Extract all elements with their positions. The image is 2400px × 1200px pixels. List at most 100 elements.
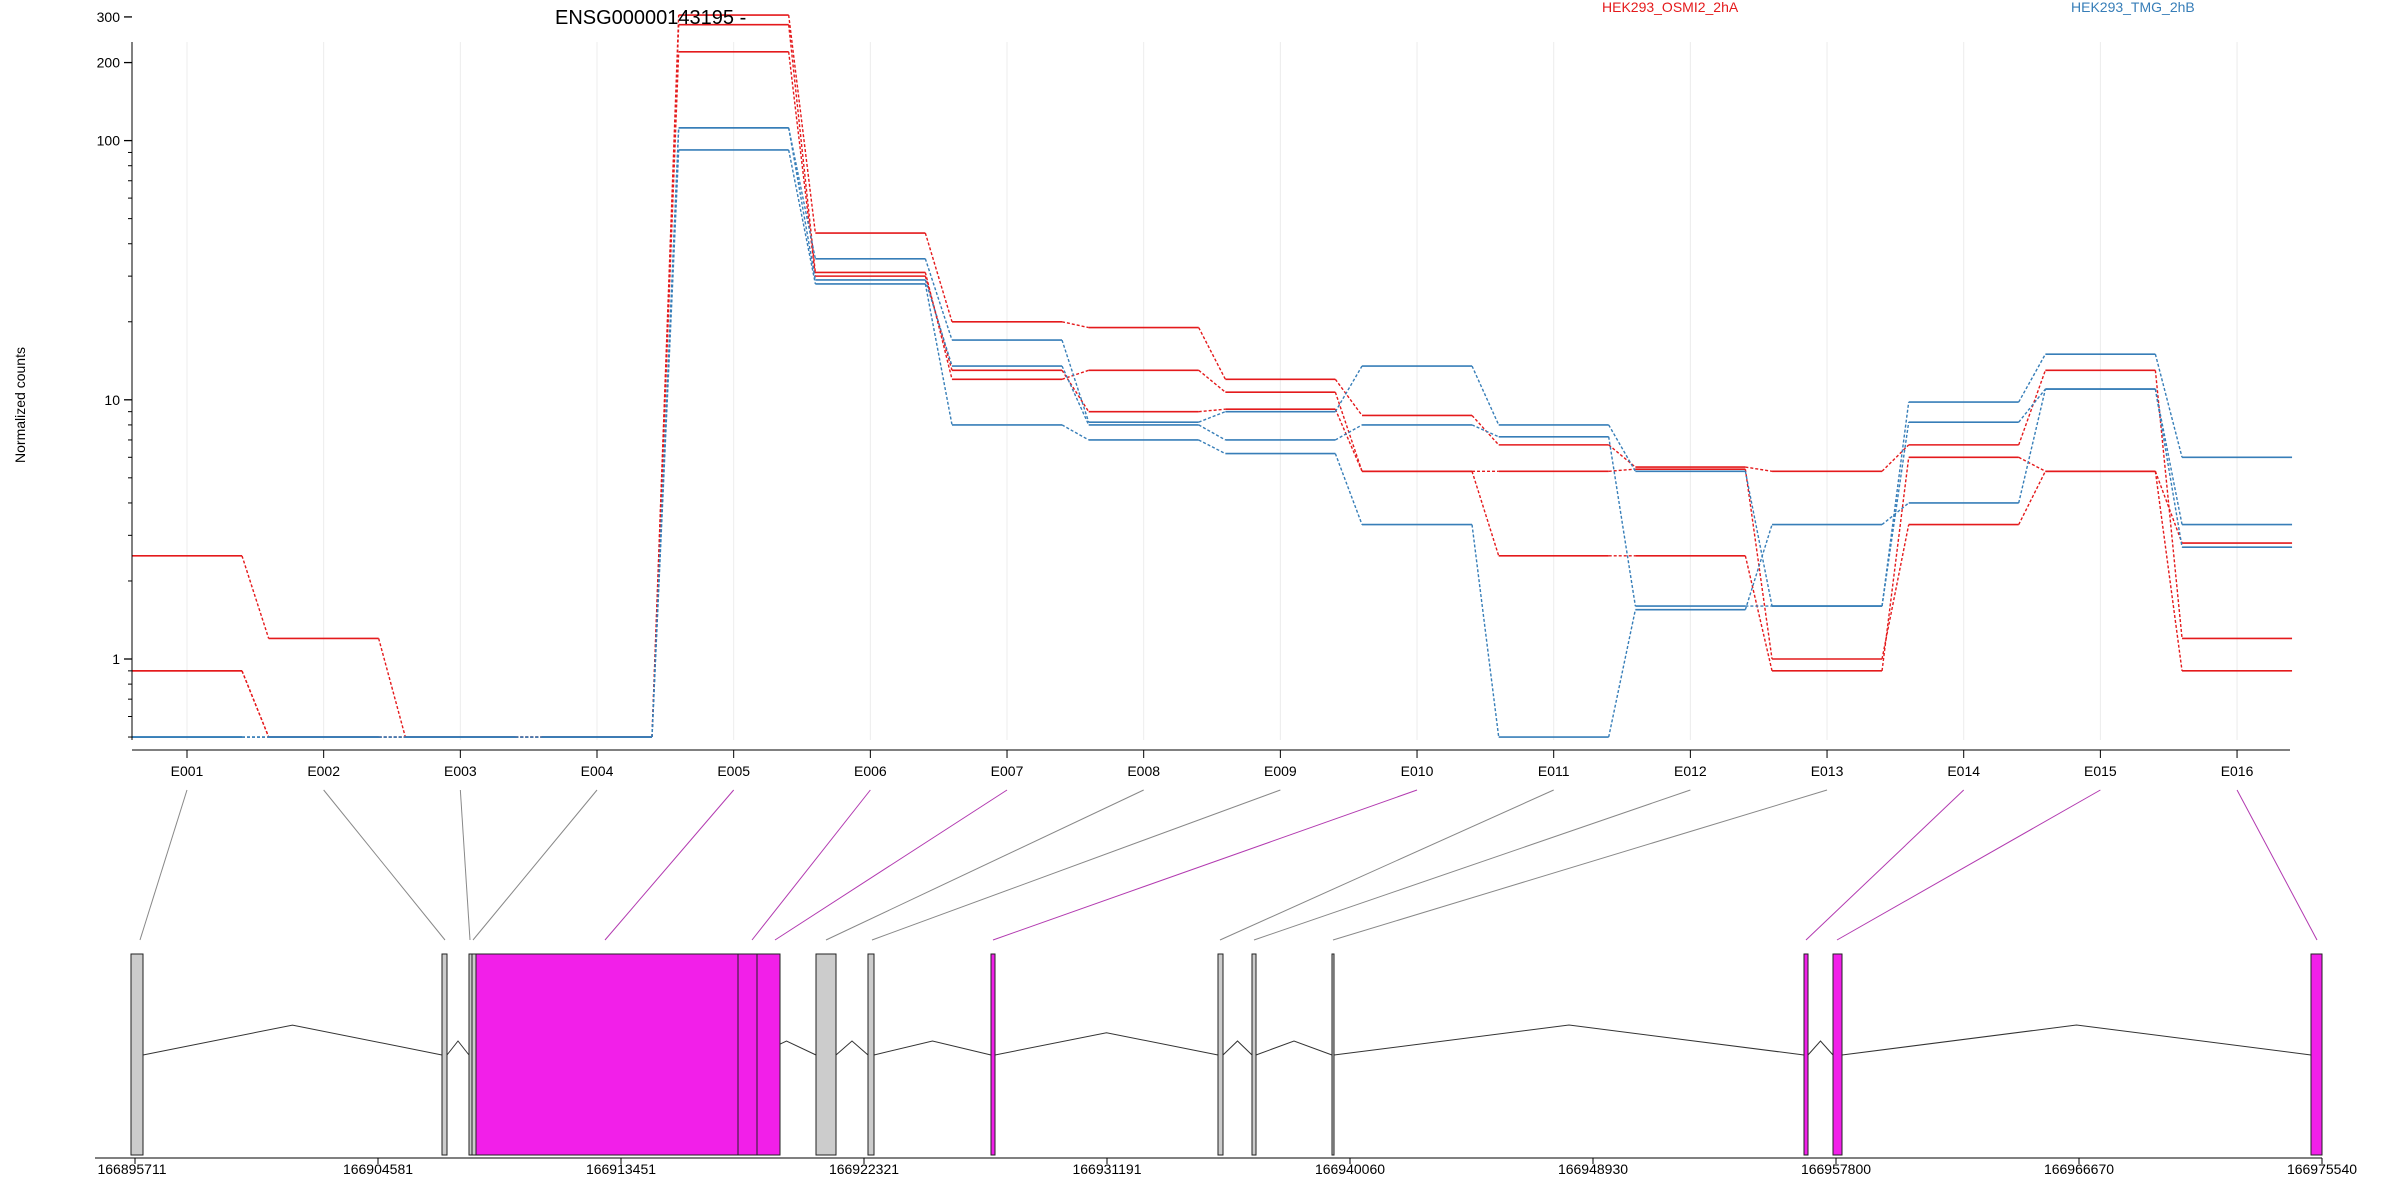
intron-11 [1841, 1024, 2312, 1056]
exon-e005 [475, 953, 739, 1156]
series-6-connector-6 [924, 283, 953, 426]
exon-e012 [1251, 953, 1257, 1156]
genomic-tick-label-6: 166940060 [1315, 1161, 1385, 1177]
connector-e013 [1332, 789, 1828, 941]
genomic-tick-label-4: 166922321 [829, 1161, 899, 1177]
connector-e009 [871, 789, 1281, 941]
x-tick-label-e009: E009 [1264, 763, 1297, 779]
series-5-connector-7 [1061, 365, 1090, 426]
x-tick-label-e002: E002 [307, 763, 340, 779]
series-lines [132, 14, 2293, 738]
series-2 [132, 23, 2293, 738]
exon-e011 [1217, 953, 1224, 1156]
series-4-connector-8 [1198, 411, 1226, 423]
x-tick-label-e007: E007 [991, 763, 1024, 779]
connector-e016 [2236, 789, 2318, 941]
series-3-connector-1 [241, 670, 270, 738]
connector-e004 [472, 789, 598, 941]
x-tick-label-e010: E010 [1401, 763, 1434, 779]
connector-e007 [774, 789, 1008, 941]
series-4-connector-11 [1608, 424, 1636, 472]
series-6-connector-9 [1334, 453, 1363, 525]
x-tick-label-e015: E015 [2084, 763, 2117, 779]
series-1 [132, 14, 2293, 738]
series-3-connector-5 [787, 51, 817, 277]
exon-e001 [130, 953, 144, 1156]
series-2-connector-14 [2018, 470, 2047, 525]
exon-e008 [815, 953, 837, 1156]
connector-e008 [825, 789, 1144, 941]
series-5-connector-11 [1608, 436, 1637, 607]
connector-e011 [1219, 789, 1554, 941]
gridlines [186, 42, 2238, 740]
intron-6 [994, 1032, 1219, 1056]
intron-10 [1807, 1040, 1834, 1056]
x-tick-label-e006: E006 [854, 763, 887, 779]
y-tick-label-300: 300 [97, 9, 121, 25]
y-tick-label-100: 100 [97, 133, 121, 149]
series-5 [132, 127, 2293, 738]
series-4-connector-10 [1471, 365, 1500, 426]
series-1-connector-2 [377, 638, 407, 738]
legend-entry-tmg: HEK293_TMG_2hB [2071, 0, 2195, 15]
series-5-connector-8 [1198, 424, 1226, 441]
connector-e015 [1836, 789, 2101, 941]
y-axis-label: Normalized counts [12, 347, 28, 463]
genomic-tick-label-1: 166895711 [97, 1161, 166, 1177]
intron-9 [1333, 1024, 1805, 1056]
series-1-connector-12 [1745, 466, 1773, 472]
series-4-connector-14 [2018, 353, 2046, 403]
series-6-connector-4 [651, 149, 680, 738]
series-5-connector-9 [1335, 424, 1363, 441]
series-2-connector-15 [2154, 471, 2183, 671]
series-4-connector-12 [1744, 471, 1773, 607]
genomic-tick-label-9: 166966670 [2044, 1161, 2114, 1177]
series-2-connector-11 [1608, 468, 1636, 472]
x-tick-label-e012: E012 [1674, 763, 1707, 779]
series-3-connector-8 [1198, 408, 1226, 413]
axes: 1 10 100 200 300 E001 E002 E003 E004 E005 E006 E007… [97, 9, 2290, 779]
genomic-tick-label-3: 166913451 [586, 1161, 656, 1177]
series-2-connector-8 [1198, 369, 1226, 393]
genomic-tick-label-7: 166948930 [1558, 1161, 1628, 1177]
series-5-connector-15 [2154, 388, 2183, 525]
series-5-connector-5 [787, 127, 817, 281]
x-tick-label-e008: E008 [1127, 763, 1160, 779]
intron-4 [835, 1040, 869, 1056]
x-tick-label-e001: E001 [171, 763, 204, 779]
exon-e014 [1803, 953, 1809, 1156]
series-1-connector-1 [241, 555, 270, 639]
series-4-connector-13 [1881, 401, 1910, 607]
series-6-connector-5 [787, 149, 817, 285]
exon-e009 [867, 953, 875, 1156]
series-1-connector-8 [1198, 327, 1226, 380]
x-tick-label-e011: E011 [1538, 763, 1570, 779]
genomic-tick-label-2: 166904581 [343, 1161, 413, 1177]
series-1-connector-5 [787, 14, 817, 234]
legend-entry-osmi2: HEK293_OSMI2_2hA [1602, 0, 1739, 15]
y-tick-label-200: 200 [97, 55, 121, 71]
connector-e012 [1253, 789, 1691, 941]
genomic-tick-label-8: 166957800 [1801, 1161, 1871, 1177]
series-4-connector-9 [1334, 365, 1363, 413]
series-6 [132, 149, 2293, 738]
series-2-connector-7 [1061, 369, 1089, 380]
series-4-connector-15 [2154, 353, 2183, 458]
series-3-connector-14 [2018, 456, 2046, 472]
intron-1 [142, 1024, 443, 1056]
series-2-connector-5 [787, 24, 817, 273]
connector-e002 [323, 789, 446, 941]
series-3-connector-10 [1471, 471, 1500, 557]
y-tick-label-1: 1 [112, 651, 120, 667]
series-6-connector-7 [1061, 424, 1090, 441]
genomic-tick-label-5: 166931191 [1072, 1161, 1141, 1177]
x-tick-label-e014: E014 [1947, 763, 1980, 779]
exon-e010 [990, 953, 996, 1156]
gene-model: 166895711 166904581 166913451 166922321 1669… [95, 789, 2357, 1177]
exon-e015 [1832, 953, 1843, 1156]
series-6-connector-15 [2154, 388, 2183, 548]
x-tick-label-e004: E004 [581, 763, 614, 779]
exon-e016 [2310, 953, 2323, 1156]
series-6-connector-10 [1471, 524, 1500, 738]
